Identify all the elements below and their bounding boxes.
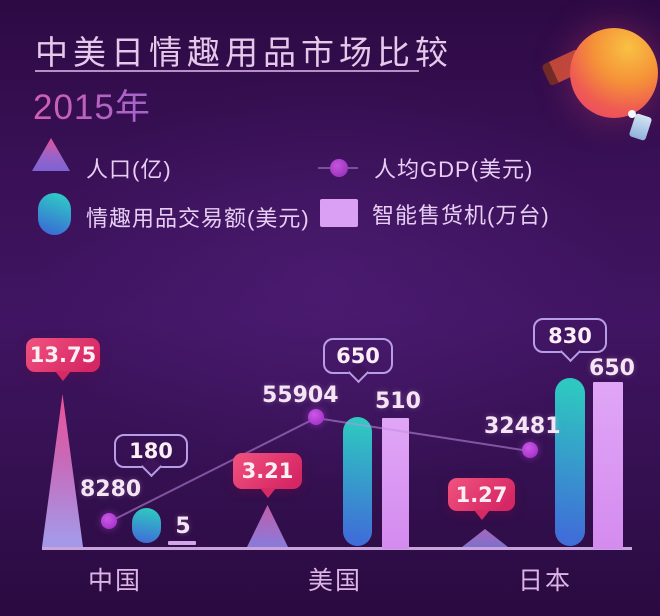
transaction-bubble-japan: 830: [533, 318, 607, 363]
legend-population-label: 人口(亿): [86, 157, 172, 182]
x-axis: [42, 547, 632, 550]
vending-value-usa: 510: [375, 389, 421, 414]
population-value-china: 13.75: [29, 343, 97, 367]
population-triangle-usa: [247, 505, 288, 547]
transaction-bar-usa: [343, 417, 372, 546]
transaction-bubble-usa: 650: [323, 338, 393, 384]
legend-vending-label: 智能售货机(万台): [372, 203, 550, 228]
legend-gdp-dot-icon: [330, 159, 348, 177]
population-triangle-china: [42, 394, 83, 547]
gdp-value-china: 8280: [80, 477, 142, 502]
bubble-tail: [55, 371, 71, 381]
legend-vending-square-icon: [320, 199, 358, 227]
gdp-dot-china: [101, 513, 117, 529]
transaction-bubble-china: 180: [114, 434, 188, 478]
legend-transaction-label: 情趣用品交易额(美元): [86, 206, 310, 231]
category-label-china: 中国: [87, 567, 142, 595]
population-bubble-japan: 1.27: [448, 478, 515, 520]
population-value-japan: 1.27: [455, 482, 508, 507]
population-bubble-china: 13.75: [26, 338, 100, 381]
category-label-usa: 美国: [307, 567, 362, 595]
title-underline: [35, 70, 419, 72]
page-title: 中美日情趣用品市场比较: [35, 34, 453, 71]
legend-gdp-label: 人均GDP(美元): [374, 157, 534, 182]
gdp-dot-usa: [308, 409, 324, 425]
bubble-tail: [259, 488, 276, 498]
transaction-bar-japan: [555, 378, 585, 546]
vending-value-china: 5: [175, 514, 191, 539]
legend-population-triangle-icon: [32, 138, 70, 171]
transaction-value-china: 180: [129, 439, 173, 463]
year-subtitle: 2015年: [33, 79, 151, 130]
balloon-tag-dot: [628, 110, 636, 118]
vending-value-japan: 650: [589, 356, 635, 381]
category-label-japan: 日本: [517, 567, 572, 595]
vending-bar-japan: [593, 382, 623, 549]
gdp-dot-japan: [522, 442, 538, 458]
transaction-value-japan: 830: [548, 323, 592, 348]
vending-bar-china: [168, 541, 196, 545]
transaction-bar-china: [132, 508, 161, 543]
vending-bar-usa: [382, 418, 409, 549]
gdp-value-japan: 32481: [484, 414, 561, 439]
legend-transaction-pill-icon: [38, 193, 71, 235]
population-triangle-japan: [462, 529, 508, 547]
transaction-value-usa: 650: [336, 344, 380, 368]
balloon-decoration: [570, 28, 658, 118]
population-value-usa: 3.21: [241, 459, 294, 483]
population-bubble-usa: 3.21: [233, 453, 302, 498]
bubble-tail: [473, 510, 490, 520]
gdp-value-usa: 55904: [262, 383, 339, 408]
